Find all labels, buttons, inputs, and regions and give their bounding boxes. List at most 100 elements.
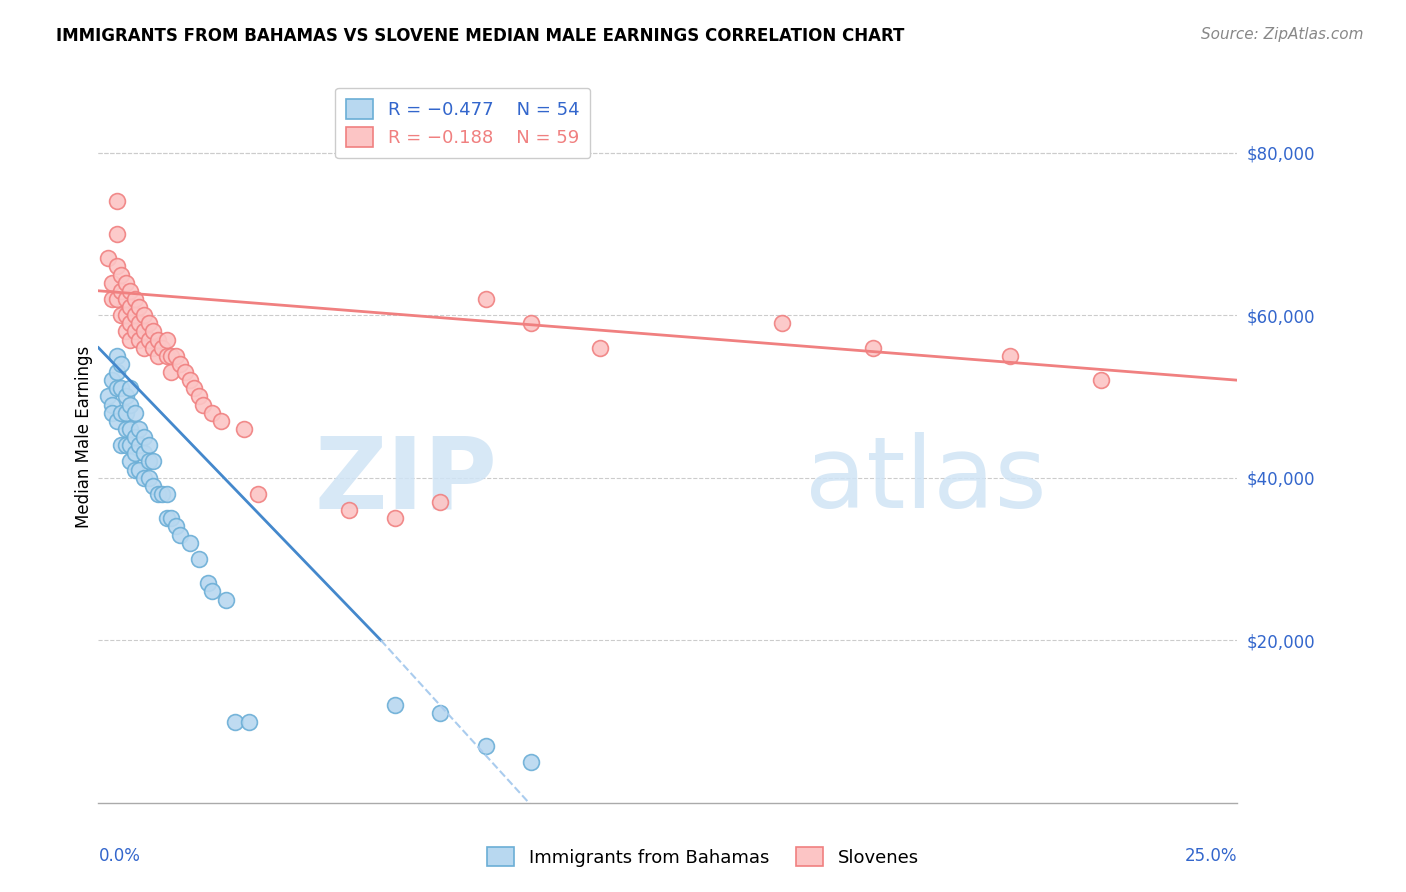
Point [101,276,124,290]
Point [124,446,146,460]
Point [156,511,179,525]
Point [132,341,155,355]
Point [120,422,142,436]
Point [120,284,142,298]
Point [105,227,128,241]
Point [138,438,160,452]
Point [120,316,142,330]
Point [1090,373,1112,387]
Point [132,446,155,460]
Point [384,511,406,525]
Point [132,471,155,485]
Point [429,706,451,721]
Text: 0.0%: 0.0% [98,847,141,864]
Point [120,398,142,412]
Point [156,349,179,363]
Point [193,398,215,412]
Y-axis label: Median Male Earnings: Median Male Earnings [75,346,93,528]
Point [101,292,124,306]
Point [132,325,155,339]
Point [770,316,793,330]
Point [201,406,224,420]
Point [124,406,146,420]
Point [474,739,496,753]
Point [128,462,150,476]
Point [114,276,136,290]
Point [128,422,150,436]
Point [187,552,209,566]
Point [174,365,197,379]
Point [105,194,128,209]
Point [114,389,136,403]
Point [128,300,150,314]
Point [146,333,169,347]
Point [156,333,179,347]
Point [105,365,128,379]
Point [114,422,136,436]
Point [114,438,136,452]
Text: 25.0%: 25.0% [1185,847,1237,864]
Point [169,357,191,371]
Point [169,527,191,541]
Point [146,349,169,363]
Point [337,503,360,517]
Point [160,349,183,363]
Point [138,454,160,468]
Point [124,308,146,322]
Point [150,341,173,355]
Point [128,438,150,452]
Point [120,454,142,468]
Text: ZIP: ZIP [314,433,498,530]
Point [114,292,136,306]
Point [101,406,124,420]
Point [238,714,260,729]
Point [998,349,1021,363]
Point [110,406,132,420]
Point [197,576,219,591]
Point [110,357,132,371]
Point [183,381,205,395]
Point [120,300,142,314]
Point [160,365,183,379]
Point [132,308,155,322]
Point [150,487,173,501]
Point [588,341,610,355]
Point [105,260,128,274]
Point [179,535,201,549]
Point [138,471,160,485]
Point [142,341,165,355]
Legend: Immigrants from Bahamas, Slovenes: Immigrants from Bahamas, Slovenes [479,840,927,874]
Point [128,316,150,330]
Point [142,325,165,339]
Legend: R = −0.477    N = 54, R = −0.188    N = 59: R = −0.477 N = 54, R = −0.188 N = 59 [336,87,591,158]
Point [156,487,179,501]
Point [124,462,146,476]
Point [124,325,146,339]
Point [105,349,128,363]
Point [520,316,543,330]
Point [179,373,201,387]
Point [101,398,124,412]
Point [105,414,128,428]
Point [105,292,128,306]
Point [110,284,132,298]
Point [474,292,496,306]
Point [105,381,128,395]
Point [142,454,165,468]
Point [233,422,256,436]
Point [142,479,165,493]
Point [120,438,142,452]
Point [110,308,132,322]
Point [101,373,124,387]
Point [165,349,187,363]
Point [138,316,160,330]
Point [124,430,146,444]
Point [120,381,142,395]
Point [520,755,543,769]
Point [215,592,238,607]
Point [120,333,142,347]
Point [862,341,884,355]
Point [246,487,269,501]
Point [128,333,150,347]
Point [138,333,160,347]
